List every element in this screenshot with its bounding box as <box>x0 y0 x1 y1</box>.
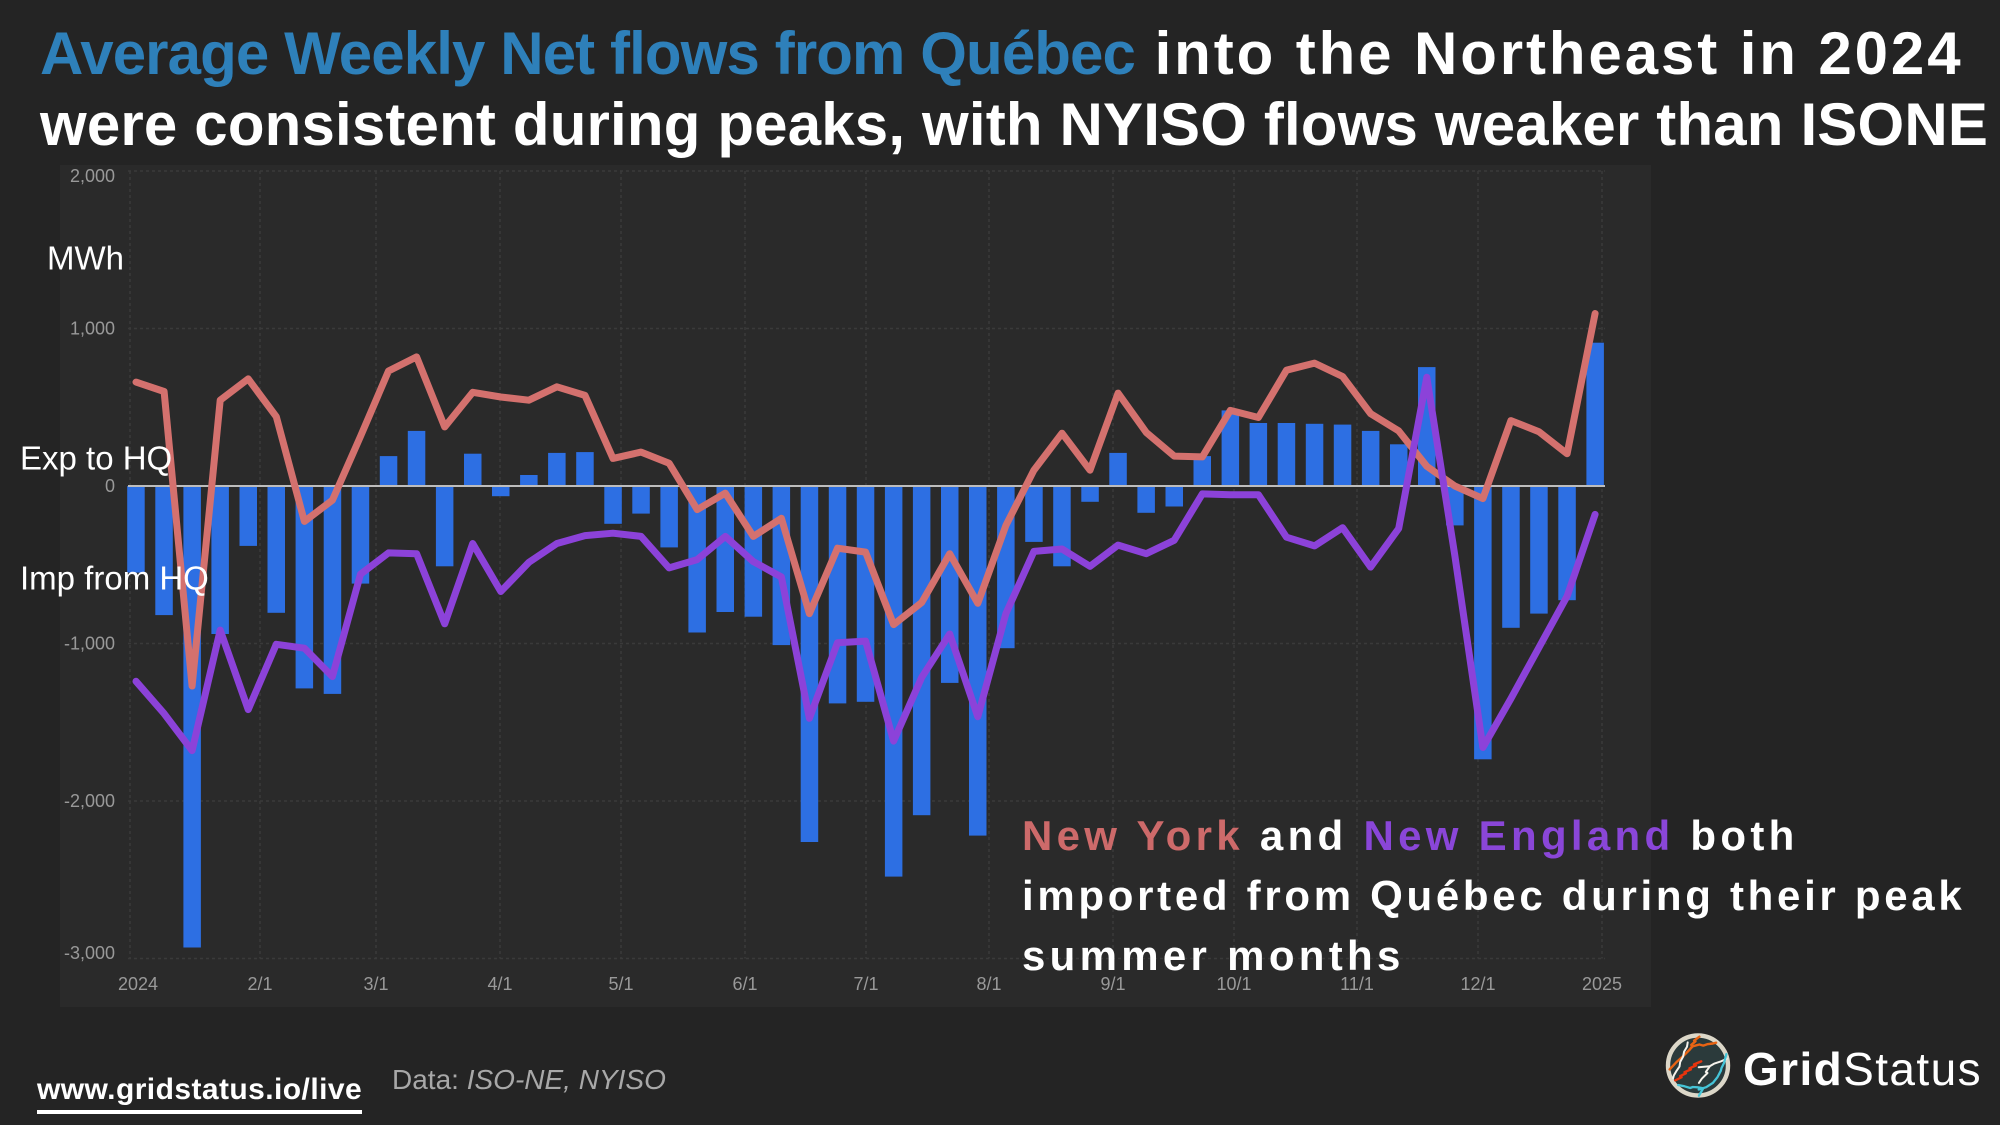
svg-text:-2,000: -2,000 <box>64 791 115 811</box>
svg-text:Exp to HQ: Exp to HQ <box>20 440 172 477</box>
svg-text:2/1: 2/1 <box>247 974 272 994</box>
svg-text:11/1: 11/1 <box>1340 974 1374 994</box>
svg-text:-1,000: -1,000 <box>64 634 115 654</box>
svg-text:2,000: 2,000 <box>70 166 115 186</box>
svg-text:12/1: 12/1 <box>1460 974 1495 994</box>
svg-text:1,000: 1,000 <box>70 319 115 339</box>
svg-text:9/1: 9/1 <box>1100 974 1125 994</box>
svg-text:MWh: MWh <box>47 240 124 277</box>
svg-text:6/1: 6/1 <box>732 974 757 994</box>
svg-text:2025: 2025 <box>1582 974 1622 994</box>
svg-text:3/1: 3/1 <box>363 974 388 994</box>
svg-text:-3,000: -3,000 <box>64 943 115 963</box>
svg-text:0: 0 <box>105 476 115 496</box>
svg-text:7/1: 7/1 <box>853 974 878 994</box>
svg-text:2024: 2024 <box>118 974 158 994</box>
svg-text:4/1: 4/1 <box>487 974 512 994</box>
svg-text:Imp from HQ: Imp from HQ <box>20 560 209 597</box>
svg-text:8/1: 8/1 <box>976 974 1001 994</box>
svg-text:10/1: 10/1 <box>1216 974 1251 994</box>
svg-text:5/1: 5/1 <box>608 974 633 994</box>
